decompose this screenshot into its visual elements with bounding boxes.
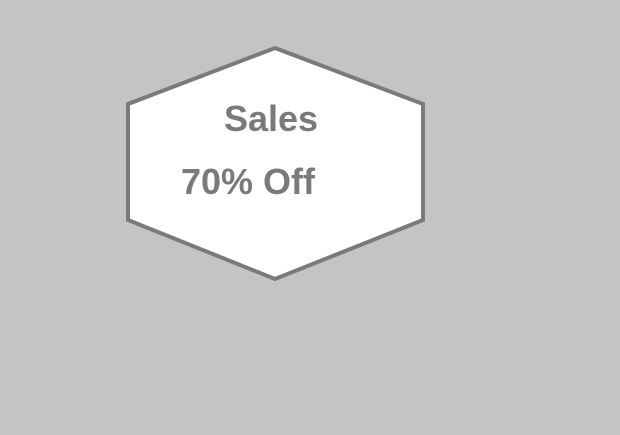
hexagon-outline <box>126 45 425 282</box>
badge-title: Sales <box>224 98 319 139</box>
badge-discount-text: 70% Off <box>181 161 316 202</box>
